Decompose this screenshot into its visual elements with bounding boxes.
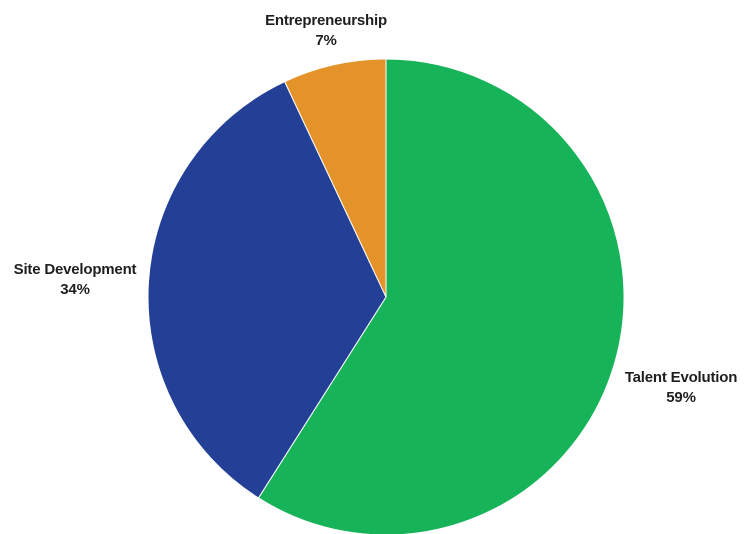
slice-label-talent-evolution: Talent Evolution	[625, 369, 737, 386]
pie-slices	[147, 58, 625, 534]
pie-slice-talent-evolution	[257, 58, 625, 534]
slice-label-site-development: Site Development	[14, 261, 137, 278]
pie-labels: Talent Evolution 59% Site Development 34% En…	[14, 12, 738, 406]
slice-label-entrepreneurship: Entrepreneurship	[265, 12, 387, 29]
slice-value-entrepreneurship: 7%	[315, 32, 336, 49]
slice-value-talent-evolution: 59%	[666, 389, 695, 406]
slice-value-site-development: 34%	[60, 281, 89, 298]
pie-slice-site-development	[147, 80, 387, 499]
pie-slice-entrepreneurship	[283, 58, 387, 298]
